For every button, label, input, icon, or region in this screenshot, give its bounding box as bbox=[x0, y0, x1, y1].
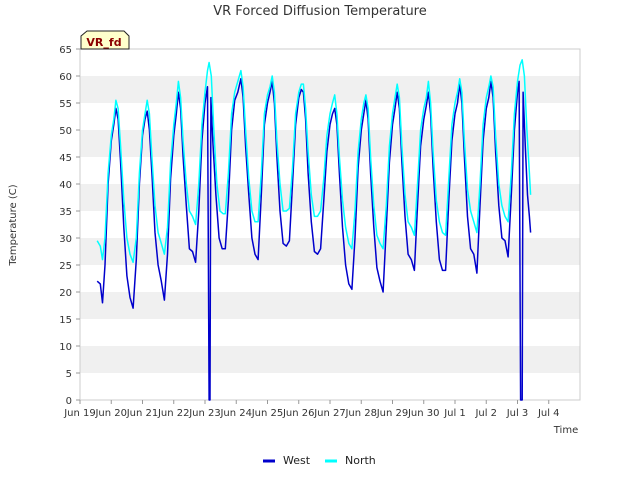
grid-band bbox=[80, 130, 580, 157]
y-tick-label: 65 bbox=[59, 45, 72, 56]
y-axis-ticks: 0 5 10 15 20 25 30 35 40 45 50 55 60 65 bbox=[59, 45, 80, 407]
x-tick-label: Jun 22 bbox=[157, 408, 190, 419]
x-axis-label: Time bbox=[553, 425, 578, 436]
grid-band bbox=[80, 211, 580, 238]
grid-band bbox=[80, 49, 580, 76]
x-tick-label: Jun 21 bbox=[126, 408, 159, 419]
chart-title: VR Forced Diffusion Temperature bbox=[213, 4, 427, 19]
y-tick-label: 30 bbox=[59, 234, 72, 245]
grid-band bbox=[80, 184, 580, 211]
grid-band bbox=[80, 157, 580, 184]
y-tick-label: 55 bbox=[59, 99, 72, 110]
series-line-north bbox=[96, 59, 532, 264]
badge-label: VR_fd bbox=[86, 36, 121, 49]
grid-band bbox=[80, 292, 580, 319]
y-tick-label: 35 bbox=[59, 207, 72, 218]
y-tick-label: 20 bbox=[59, 288, 72, 299]
legend: West North bbox=[263, 454, 376, 467]
y-tick-label: 0 bbox=[66, 396, 72, 407]
y-tick-label: 40 bbox=[59, 180, 72, 191]
legend-label-north: North bbox=[345, 454, 376, 467]
y-tick-label: 15 bbox=[59, 315, 72, 326]
legend-label-west: West bbox=[283, 454, 311, 467]
y-tick-label: 25 bbox=[59, 261, 72, 272]
grid-band bbox=[80, 265, 580, 292]
x-tick-label: Jun 29 bbox=[376, 408, 409, 419]
badge-shape bbox=[80, 30, 130, 50]
grid-band bbox=[80, 346, 580, 373]
x-tick-label: Jun 27 bbox=[313, 408, 346, 419]
x-axis-ticks: Jun 19 Jun 20 Jun 21 Jun 22 Jun 23 Jun 24 Jun … bbox=[63, 400, 560, 419]
x-tick-label: Jul 1 bbox=[443, 408, 466, 419]
x-tick-label: Jun 30 bbox=[407, 408, 440, 419]
y-tick-label: 45 bbox=[59, 153, 72, 164]
grid-band bbox=[80, 373, 580, 400]
grid-band bbox=[80, 319, 580, 346]
x-tick-label: Jul 4 bbox=[537, 408, 560, 419]
x-tick-label: Jun 23 bbox=[188, 408, 221, 419]
series-line-west bbox=[96, 77, 532, 401]
grid-band bbox=[80, 76, 580, 103]
x-tick-label: Jun 20 bbox=[94, 408, 127, 419]
y-tick-label: 10 bbox=[59, 342, 72, 353]
y-tick-label: 5 bbox=[66, 369, 72, 380]
y-tick-label: 60 bbox=[59, 72, 72, 83]
x-tick-label: Jul 2 bbox=[474, 408, 497, 419]
x-tick-label: Jun 28 bbox=[344, 408, 377, 419]
y-axis-label: Temperature (C) bbox=[8, 184, 19, 266]
chart-badge: VR_fd bbox=[80, 30, 130, 50]
series-lines bbox=[96, 59, 532, 401]
x-tick-label: Jun 25 bbox=[251, 408, 284, 419]
x-tick-label: Jun 19 bbox=[63, 408, 96, 419]
x-tick-label: Jun 26 bbox=[282, 408, 315, 419]
x-tick-label: Jun 24 bbox=[219, 408, 252, 419]
x-tick-label: Jul 3 bbox=[506, 408, 529, 419]
background-bands bbox=[80, 49, 580, 400]
y-tick-label: 50 bbox=[59, 126, 72, 137]
